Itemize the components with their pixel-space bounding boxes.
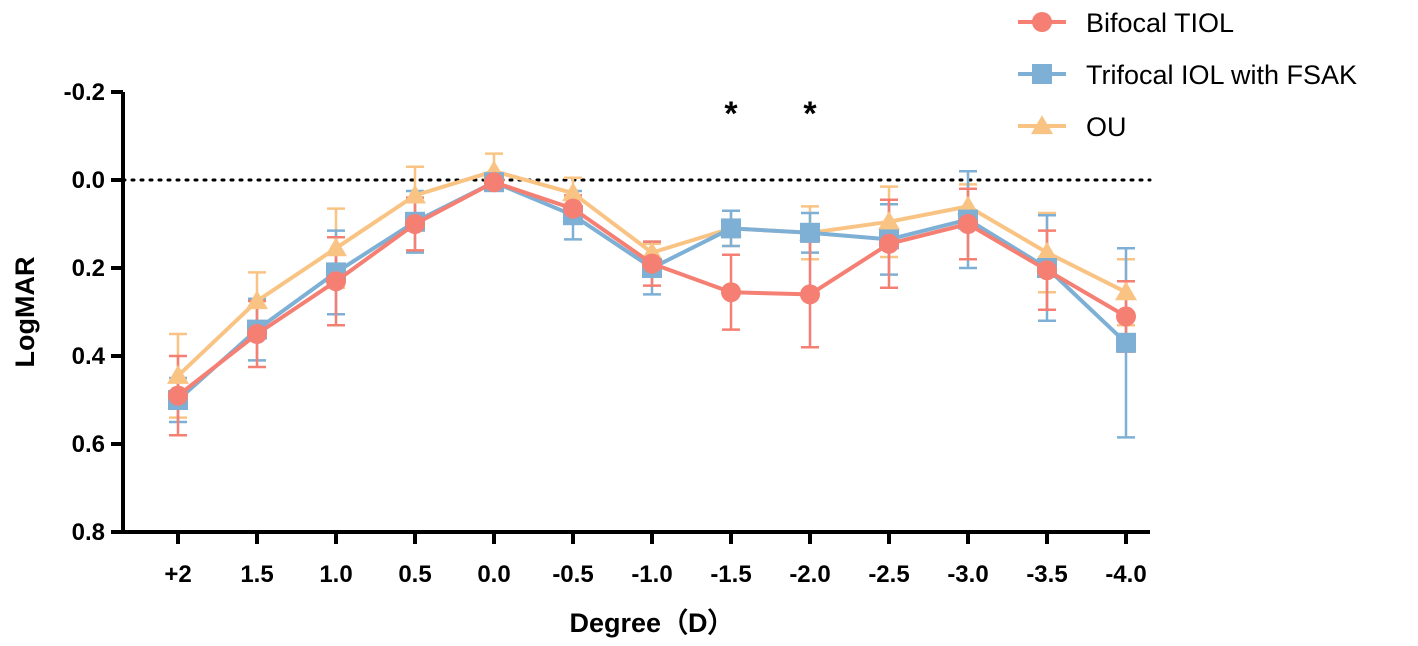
bifocal-tiol-data-point bbox=[1116, 306, 1136, 327]
ou-data-point bbox=[878, 211, 900, 230]
ou-data-point bbox=[325, 237, 347, 257]
x-tick-label: -4.0 bbox=[1105, 561, 1146, 588]
x-tick-label: +2 bbox=[164, 561, 191, 588]
bifocal-tiol-data-point bbox=[563, 198, 583, 219]
x-tick-label: 1.5 bbox=[240, 561, 273, 588]
trifocal-iol-with-fsak-data-point bbox=[1116, 332, 1136, 353]
y-tick-label: 0.0 bbox=[72, 167, 105, 194]
y-tick-label: 0.8 bbox=[72, 519, 105, 546]
ou-data-point bbox=[167, 365, 189, 384]
bifocal-tiol-data-point bbox=[642, 253, 662, 274]
bifocal-tiol-data-point bbox=[721, 282, 741, 303]
y-tick-label: -0.2 bbox=[64, 79, 105, 106]
ou-data-point bbox=[404, 184, 426, 204]
legend-marker-ou bbox=[1031, 115, 1053, 135]
x-tick-label: 0.0 bbox=[477, 561, 510, 588]
bifocal-tiol-data-point bbox=[800, 284, 820, 305]
x-tick-label: -0.5 bbox=[552, 561, 593, 588]
bifocal-tiol-data-point bbox=[879, 233, 899, 254]
y-axis-title: LogMAR bbox=[10, 257, 40, 368]
x-tick-label: -2.5 bbox=[868, 561, 909, 588]
ou-data-point bbox=[1036, 241, 1058, 261]
bifocal-tiol-data-point bbox=[405, 214, 425, 234]
x-tick-label: -1.0 bbox=[631, 561, 672, 588]
legend-marker-trifocal-iol-with-fsak bbox=[1032, 64, 1052, 84]
ou-data-point bbox=[1115, 281, 1137, 301]
x-tick-label: 1.0 bbox=[319, 561, 352, 588]
legend-marker-bifocal-tiol bbox=[1032, 12, 1052, 32]
trifocal-iol-with-fsak-data-point bbox=[800, 222, 820, 243]
bifocal-tiol-data-point bbox=[326, 271, 346, 292]
legend-label-ou: OU bbox=[1086, 112, 1127, 142]
x-tick-label: -3.0 bbox=[947, 561, 988, 588]
bifocal-tiol-data-point bbox=[247, 324, 267, 344]
trifocal-iol-with-fsak-data-point bbox=[721, 218, 741, 239]
significance-asterisk: * bbox=[724, 95, 738, 133]
ou-data-point bbox=[246, 290, 268, 310]
x-tick-label: -2.0 bbox=[789, 561, 830, 588]
x-tick-label: 0.5 bbox=[398, 561, 431, 588]
bifocal-tiol-data-point bbox=[1037, 260, 1057, 281]
x-axis-title: Degree（D） bbox=[569, 608, 734, 638]
legend-label-trifocal-iol-with-fsak: Trifocal IOL with FSAK bbox=[1086, 60, 1357, 90]
ou-data-point bbox=[562, 182, 584, 202]
y-tick-label: 0.4 bbox=[72, 343, 106, 370]
legend-label-bifocal-tiol: Bifocal TIOL bbox=[1086, 8, 1234, 38]
x-tick-label: -1.5 bbox=[710, 561, 751, 588]
bifocal-tiol-data-point bbox=[958, 214, 978, 234]
x-tick-label: -3.5 bbox=[1026, 561, 1067, 588]
y-tick-label: 0.6 bbox=[72, 431, 105, 458]
bifocal-tiol-data-point bbox=[484, 172, 504, 193]
y-tick-label: 0.2 bbox=[72, 255, 105, 282]
significance-asterisk: * bbox=[803, 95, 817, 133]
bifocal-tiol-data-point bbox=[168, 385, 188, 406]
